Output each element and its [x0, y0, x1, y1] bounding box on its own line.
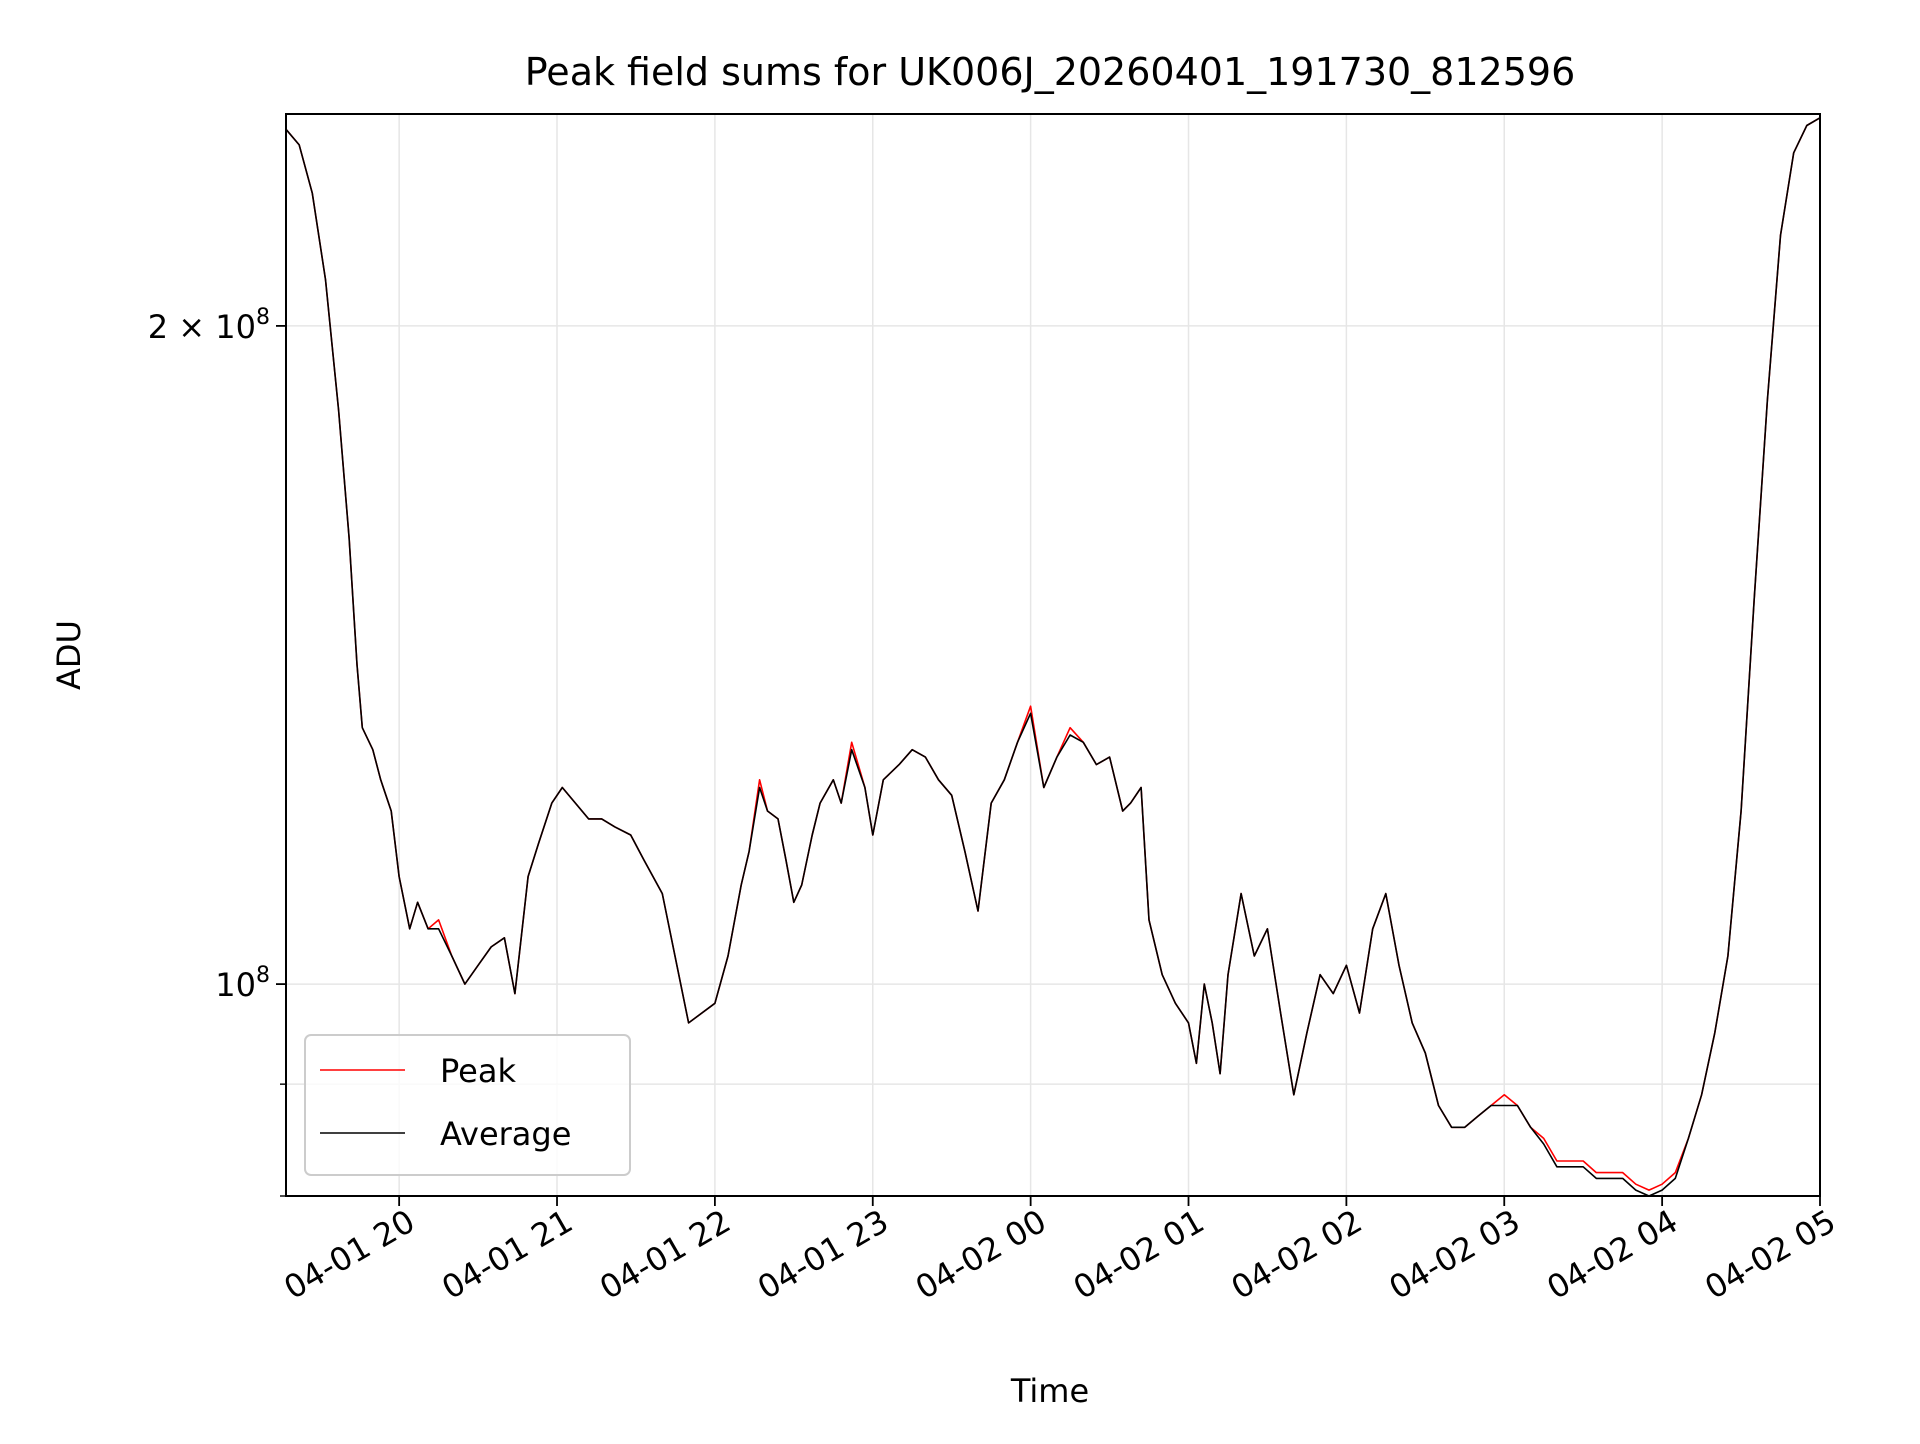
legend-label-average: Average	[440, 1115, 571, 1153]
x-axis-label: Time	[1010, 1372, 1089, 1410]
y-axis-label: ADU	[50, 620, 88, 690]
legend: Peak Average	[304, 1034, 631, 1176]
plot-frame	[285, 113, 1821, 1197]
series-layer	[285, 117, 1821, 1197]
y-tick-label-exponent: 8	[256, 963, 270, 988]
y-tick-label-base: 10	[215, 966, 256, 1004]
legend-label-peak: Peak	[440, 1052, 516, 1090]
y-tick-label-base: 2 × 10	[148, 308, 256, 346]
y-tick-label-exponent: 8	[256, 305, 270, 330]
y-tick-label: 108	[215, 963, 270, 1004]
y-tick-label: 2 × 108	[148, 305, 270, 346]
series-line-average	[285, 117, 1821, 1197]
chart-title: Peak field sums for UK006J_20260401_1917…	[525, 50, 1576, 94]
